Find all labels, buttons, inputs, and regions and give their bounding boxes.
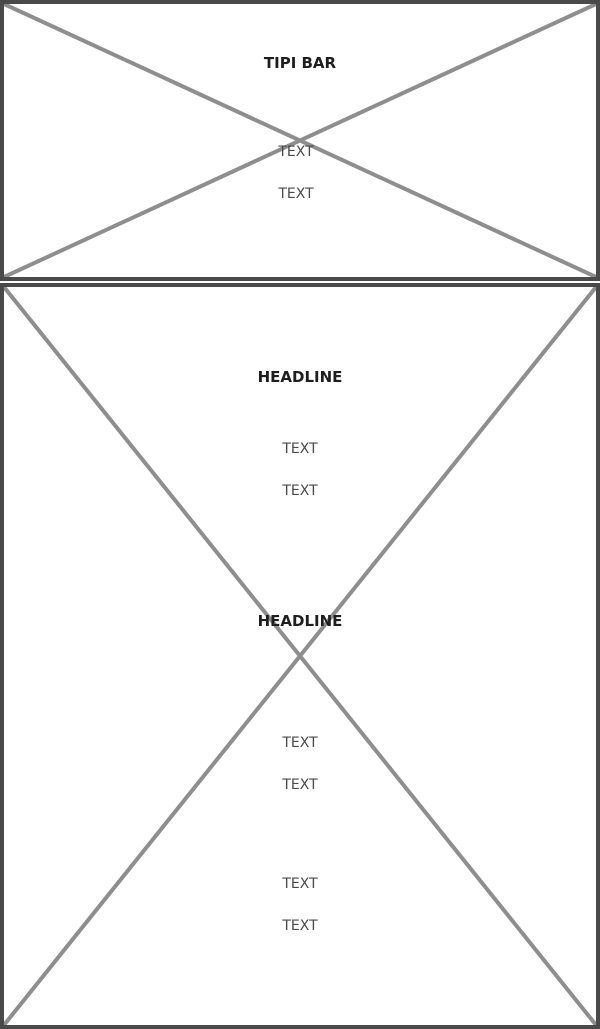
section-1-text-1: TEXT [282,441,318,457]
tipi-bar-title: TIPI BAR [263,54,337,72]
placeholder-cross-icon [4,287,596,1025]
top-image-placeholder: TIPI BAR TEXT TEXT [0,0,600,281]
section-3-text-2: TEXT [282,918,318,934]
section-2-headline: HEADLINE [257,612,343,630]
section-2-text-2: TEXT [282,777,318,793]
top-text-1: TEXT [278,144,314,160]
top-text-2: TEXT [278,186,314,202]
section-1-headline: HEADLINE [257,368,343,386]
section-1-text-2: TEXT [282,483,318,499]
content-image-placeholder: HEADLINE TEXT TEXT HEADLINE TEXT TEXT TE… [0,283,600,1029]
section-3-text-1: TEXT [282,876,318,892]
placeholder-cross-icon [4,4,596,277]
section-2-text-1: TEXT [282,735,318,751]
